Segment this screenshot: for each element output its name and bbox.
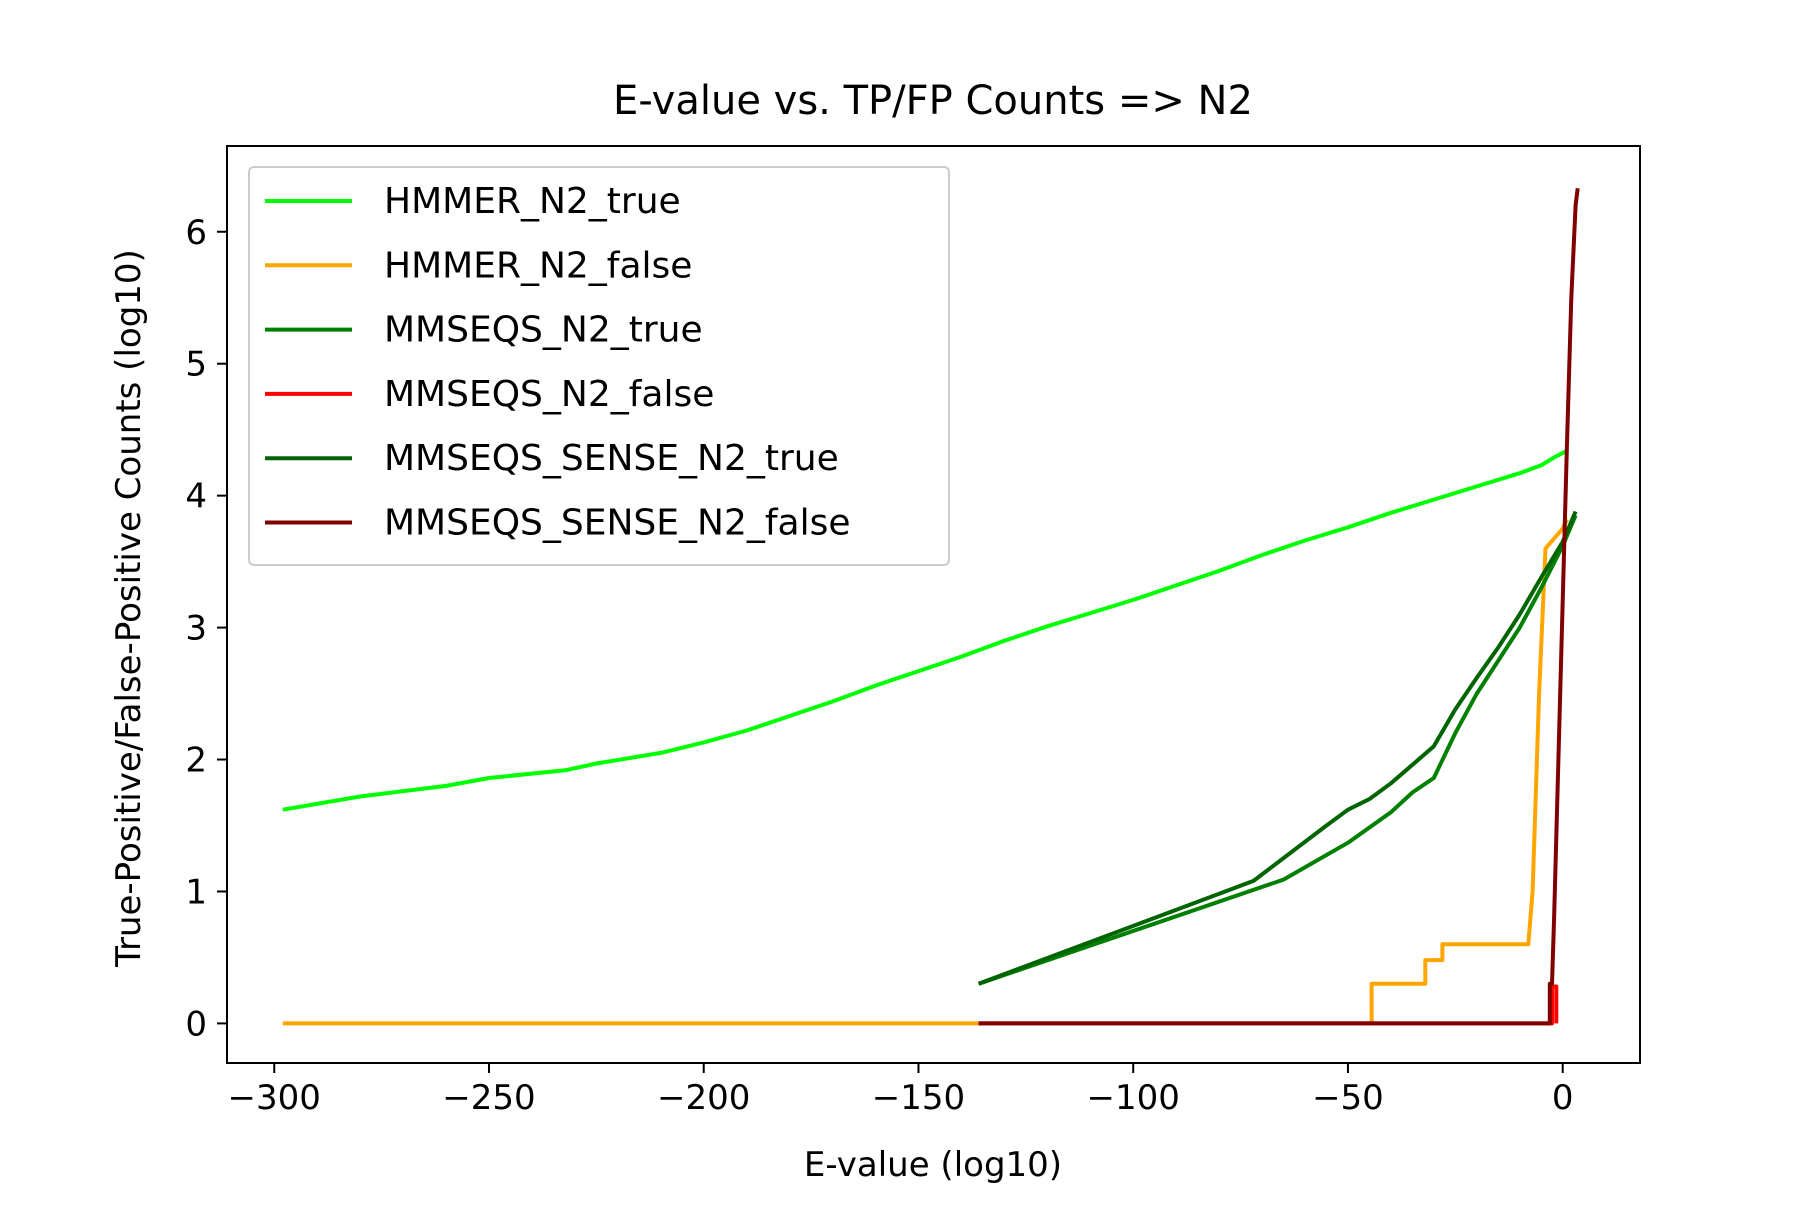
series-line-mmseqs-n2-true — [977, 514, 1578, 986]
x-tick-label: −150 — [872, 1078, 965, 1118]
y-axis-ticks: 0 1 2 3 4 5 6 — [185, 213, 227, 1044]
y-tick-label: 6 — [185, 213, 207, 253]
series-line-mmseqs-sense-n2-false — [978, 187, 1580, 1026]
series-line-hmmer-n2-true — [282, 449, 1568, 812]
series-line-hmmer-n2-false — [282, 518, 1569, 1026]
y-axis-label: True-Positive/False-Positive Counts (log… — [109, 249, 149, 968]
chart-title: E-value vs. TP/FP Counts => N2 — [613, 78, 1253, 124]
series-layer — [282, 187, 1580, 1026]
legend-label: MMSEQS_N2_false — [384, 374, 714, 415]
x-tick-label: 0 — [1552, 1078, 1574, 1118]
legend-label: MMSEQS_SENSE_N2_false — [384, 503, 851, 544]
x-axis-label: E-value (log10) — [804, 1145, 1062, 1185]
legend: HMMER_N2_true HMMER_N2_false MMSEQS_N2_tru… — [248, 166, 950, 566]
legend-box — [248, 166, 950, 566]
y-tick-label: 0 — [185, 1004, 207, 1044]
series-line-mmseqs-n2-false — [978, 984, 1559, 1026]
x-tick-label: −250 — [442, 1078, 535, 1118]
legend-label: MMSEQS_N2_true — [384, 310, 703, 351]
x-tick-label: −200 — [657, 1078, 750, 1118]
series-line-mmseqs-sense-n2-true — [977, 510, 1578, 986]
y-tick-label: 1 — [185, 872, 207, 912]
x-tick-label: −300 — [228, 1078, 321, 1118]
legend-label: HMMER_N2_true — [384, 181, 681, 222]
x-tick-label: −50 — [1312, 1078, 1384, 1118]
x-axis-ticks: −300 −250 −200 −150 −100 −50 0 — [228, 1063, 1574, 1118]
legend-entries: HMMER_N2_true HMMER_N2_false MMSEQS_N2_tru… — [265, 181, 851, 544]
y-tick-label: 3 — [185, 609, 207, 649]
plot-frame — [226, 145, 1641, 1064]
legend-label: HMMER_N2_false — [384, 245, 692, 286]
legend-label: MMSEQS_SENSE_N2_true — [384, 438, 839, 479]
y-tick-label: 2 — [185, 741, 207, 781]
y-tick-label: 4 — [185, 477, 207, 517]
y-tick-label: 5 — [185, 345, 207, 385]
x-tick-label: −100 — [1087, 1078, 1180, 1118]
